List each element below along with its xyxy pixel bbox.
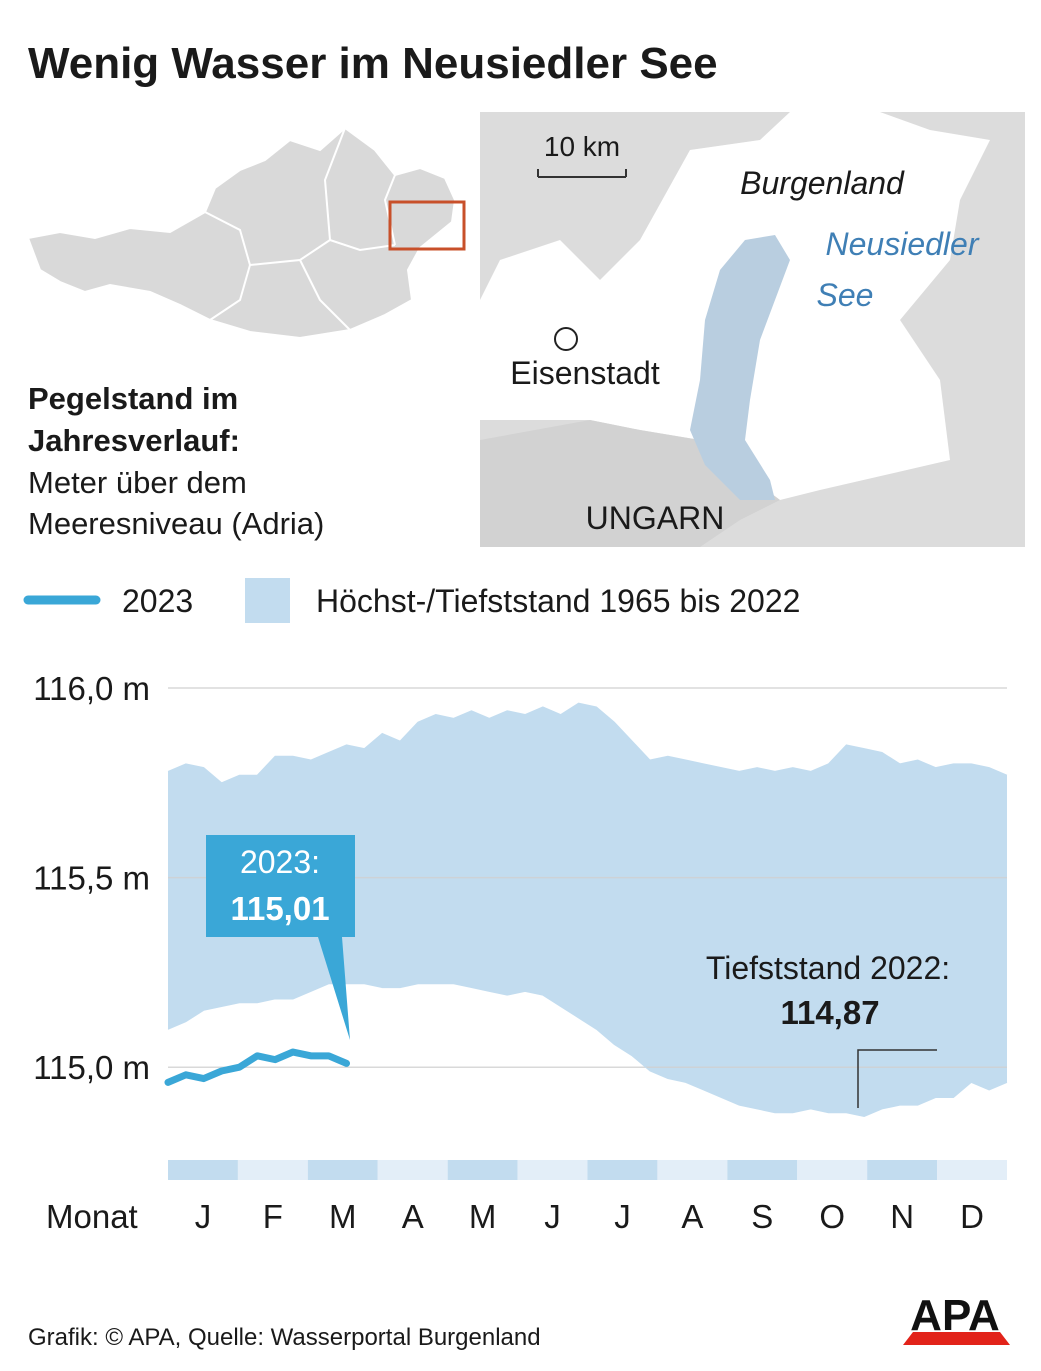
- month-band: [937, 1160, 1007, 1180]
- line-2023: [164, 1048, 351, 1086]
- callout-value: 115,01: [230, 890, 329, 927]
- scale-label: 10 km: [544, 131, 620, 162]
- legend-label: Höchst-/Tiefststand 1965 bis 2022: [316, 583, 800, 619]
- x-tick-label: N: [890, 1198, 914, 1235]
- x-tick-label: D: [960, 1198, 984, 1235]
- month-band: [797, 1160, 868, 1180]
- band-low: [167, 983, 1008, 1118]
- month-band: [237, 1160, 308, 1180]
- subtitle: Pegelstand im: [28, 381, 238, 416]
- annotation-label: Tiefststand 2022:: [706, 950, 950, 986]
- x-tick-label: J: [195, 1198, 212, 1235]
- band-high: [167, 702, 1008, 784]
- legend-label: 2023: [122, 583, 193, 619]
- month-band: [657, 1160, 728, 1180]
- month-band: [447, 1160, 518, 1180]
- y-tick-label: 115,5 m: [33, 860, 150, 897]
- lake-map: 10 km Burgenland Neusiedler See Eisensta…: [480, 112, 1025, 547]
- x-tick-label: O: [819, 1198, 845, 1235]
- x-tick-label: J: [544, 1198, 561, 1235]
- month-band: [517, 1160, 588, 1180]
- x-tick-label: F: [263, 1198, 283, 1235]
- y-tick-label: 115,0 m: [33, 1049, 150, 1086]
- legend-swatch: [245, 578, 290, 623]
- austria-map: [26, 126, 466, 340]
- chart: 2023 Höchst-/Tiefststand 1965 bis 2022 115…: [23, 578, 1008, 1235]
- x-axis-label: Monat: [46, 1198, 138, 1235]
- x-tick-label: M: [469, 1198, 497, 1235]
- annotation-value: 114,87: [780, 994, 879, 1031]
- month-band: [727, 1160, 798, 1180]
- month-band: [377, 1160, 448, 1180]
- annotation-bracket: [857, 1049, 937, 1108]
- month-band: [867, 1160, 938, 1180]
- subtitle: Meeresniveau (Adria): [28, 506, 324, 541]
- month-band: [307, 1160, 378, 1180]
- logo: APA: [903, 1291, 1010, 1345]
- x-tick-label: M: [329, 1198, 357, 1235]
- range-band: [168, 703, 1007, 1117]
- month-band: [587, 1160, 658, 1180]
- x-tick-label: A: [402, 1198, 424, 1235]
- subtitle: Jahresverlauf:: [28, 423, 240, 458]
- y-tick-label: 116,0 m: [33, 670, 150, 707]
- callout: [206, 835, 355, 1040]
- x-tick-label: J: [614, 1198, 631, 1235]
- country-label: UNGARN: [586, 500, 725, 536]
- x-tick-label: A: [681, 1198, 703, 1235]
- source: Grafik: © APA, Quelle: Wasserportal Burg…: [28, 1324, 541, 1351]
- x-tick-label: S: [751, 1198, 773, 1235]
- month-band: [168, 1160, 238, 1180]
- logo-text: APA: [910, 1291, 1000, 1340]
- lake-label: See: [817, 277, 874, 313]
- lake-label: Neusiedler: [826, 226, 980, 262]
- title: Wenig Wasser im Neusiedler See: [28, 39, 718, 88]
- city-label: Eisenstadt: [510, 355, 660, 391]
- subtitle: Meter über dem: [28, 465, 247, 500]
- callout-label: 2023:: [240, 844, 320, 880]
- region-label: Burgenland: [740, 165, 905, 201]
